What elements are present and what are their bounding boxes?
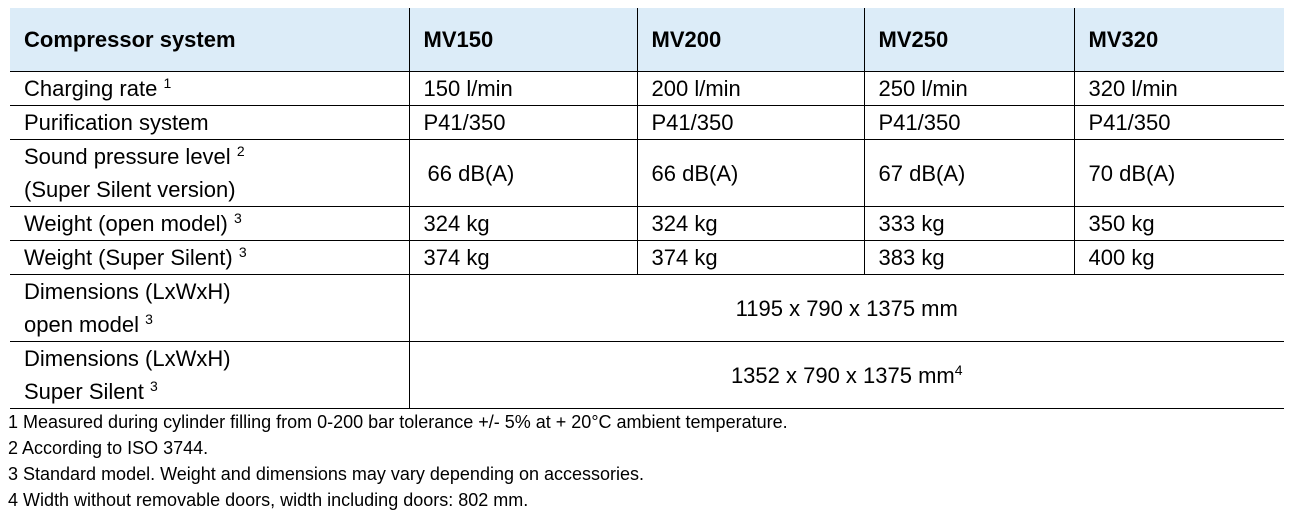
table-cell: 324 kg xyxy=(408,206,638,241)
table-cell: P41/350 xyxy=(1073,105,1284,140)
footnote-ref: 3 xyxy=(149,378,158,394)
table-cell: 400 kg xyxy=(1073,240,1284,275)
table-cell: 66 dB(A) xyxy=(636,139,865,207)
footnotes: 1 Measured during cylinder filling from … xyxy=(8,409,788,513)
table-cell: 374 kg xyxy=(636,240,865,275)
row-label: Dimensions (LxWxH) open model 3 xyxy=(10,274,410,342)
table-row: Purification system P41/350 P41/350 P41/… xyxy=(10,105,1284,140)
table-cell: 374 kg xyxy=(408,240,638,275)
table-cell: 333 kg xyxy=(863,206,1075,241)
row-label: Charging rate 1 xyxy=(10,71,410,106)
table-cell: P41/350 xyxy=(636,105,865,140)
header-cell: MV200 xyxy=(637,8,865,72)
table-cell: 200 l/min xyxy=(636,71,865,106)
footnote-ref: 3 xyxy=(233,210,242,226)
table-row: Sound pressure level 2 (Super Silent vers… xyxy=(10,139,1284,207)
row-label: Weight (open model) 3 xyxy=(10,206,410,241)
footnote-ref: 2 xyxy=(236,143,245,159)
row-label: Purification system xyxy=(10,105,410,140)
header-cell: MV320 xyxy=(1074,8,1284,72)
table-cell-merged: 1195 x 790 x 1375 mm xyxy=(408,274,1284,342)
table-cell: 320 l/min xyxy=(1073,71,1284,106)
footnote: 4 Width without removable doors, width i… xyxy=(8,490,529,510)
table-cell: 70 dB(A) xyxy=(1073,139,1284,207)
footnote: 1 Measured during cylinder filling from … xyxy=(8,412,788,432)
footnote-ref: 3 xyxy=(238,244,247,260)
table-cell: 150 l/min xyxy=(408,71,638,106)
table-cell: P41/350 xyxy=(408,105,638,140)
header-cell: MV250 xyxy=(864,8,1075,72)
table-cell: 250 l/min xyxy=(863,71,1075,106)
table-row: Weight (Super Silent) 3 374 kg 374 kg 38… xyxy=(10,240,1284,275)
row-label: Sound pressure level 2 (Super Silent vers… xyxy=(10,139,410,207)
table-header-row: Compressor system MV150 MV200 MV250 MV32… xyxy=(10,8,1284,72)
footnote-ref: 1 xyxy=(163,75,172,91)
table-row: Dimensions (LxWxH) Super Silent 3 1352 x … xyxy=(10,341,1284,409)
table-cell: 383 kg xyxy=(863,240,1075,275)
spec-table: Compressor system MV150 MV200 MV250 MV32… xyxy=(10,8,1284,409)
table-cell: 350 kg xyxy=(1073,206,1284,241)
footnote: 3 Standard model. Weight and dimensions … xyxy=(8,464,645,484)
row-label: Weight (Super Silent) 3 xyxy=(10,240,410,275)
table-cell: 67 dB(A) xyxy=(863,139,1075,207)
header-cell: Compressor system xyxy=(10,8,410,72)
table-cell: 66 dB(A) xyxy=(408,139,638,207)
table-cell-merged: 1352 x 790 x 1375 mm4 xyxy=(408,341,1284,409)
row-label: Dimensions (LxWxH) Super Silent 3 xyxy=(10,341,410,409)
footnote-ref: 4 xyxy=(954,361,963,378)
footnote: 2 According to ISO 3744. xyxy=(8,438,209,458)
footnote-ref: 3 xyxy=(145,311,153,327)
table-row: Charging rate 1 150 l/min 200 l/min 250 … xyxy=(10,71,1284,106)
table-row: Dimensions (LxWxH) open model 3 1195 x 79… xyxy=(10,274,1284,342)
table-cell: 324 kg xyxy=(636,206,865,241)
header-cell: MV150 xyxy=(409,8,638,72)
table-row: Weight (open model) 3 324 kg 324 kg 333 … xyxy=(10,206,1284,241)
table-cell: P41/350 xyxy=(863,105,1075,140)
